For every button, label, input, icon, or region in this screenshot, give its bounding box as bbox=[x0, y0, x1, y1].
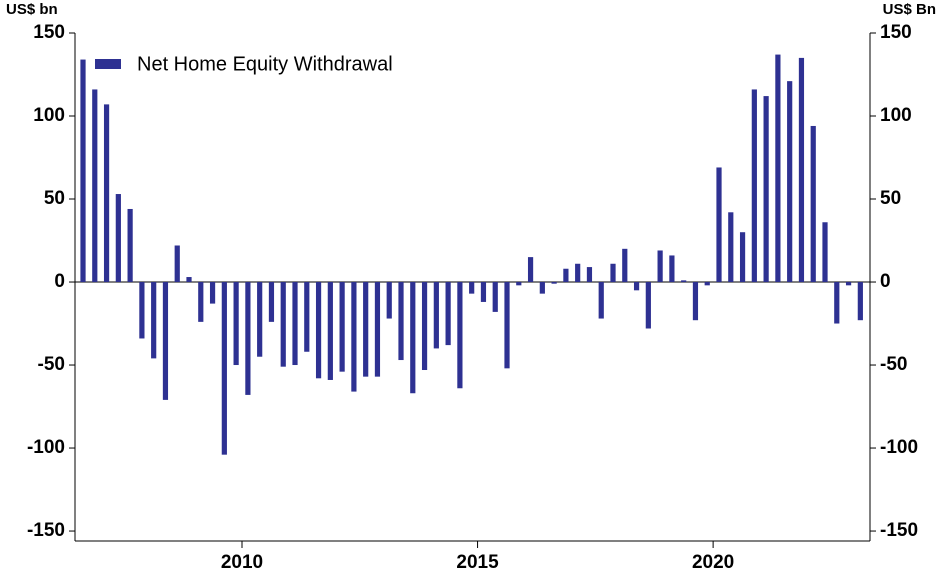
bar bbox=[551, 282, 557, 284]
bar bbox=[787, 81, 793, 283]
legend-swatch bbox=[95, 59, 121, 69]
bar bbox=[174, 245, 180, 283]
bar bbox=[292, 282, 298, 366]
bar bbox=[245, 282, 251, 395]
bar bbox=[716, 167, 722, 283]
bar bbox=[304, 282, 310, 352]
bar bbox=[209, 282, 216, 304]
bar bbox=[822, 222, 828, 283]
bar bbox=[763, 96, 769, 283]
bar bbox=[374, 282, 381, 377]
bar bbox=[669, 255, 675, 283]
bar bbox=[363, 282, 369, 377]
bar bbox=[445, 282, 451, 346]
bar bbox=[162, 282, 169, 400]
y-tick-label: 150 bbox=[33, 22, 65, 43]
y-axis-label: US$ bn bbox=[6, 1, 58, 18]
bar bbox=[221, 282, 227, 455]
bar bbox=[386, 282, 392, 319]
bar bbox=[527, 257, 534, 283]
bar bbox=[739, 232, 746, 283]
bar bbox=[704, 282, 710, 286]
bar bbox=[857, 282, 863, 321]
bar bbox=[339, 282, 345, 372]
bar bbox=[421, 282, 428, 371]
y-tick-label: 50 bbox=[44, 188, 65, 209]
bar bbox=[633, 282, 640, 291]
bar bbox=[504, 282, 510, 369]
y2-axis-label: US$ Bn bbox=[883, 1, 936, 18]
y2-tick-label: -100 bbox=[880, 437, 918, 458]
bar bbox=[80, 59, 86, 283]
bar bbox=[751, 89, 757, 283]
x-tick-label: 2020 bbox=[692, 552, 734, 573]
bar bbox=[103, 104, 110, 283]
bar bbox=[398, 282, 404, 361]
bar bbox=[139, 282, 145, 339]
legend-label: Net Home Equity Withdrawal bbox=[137, 53, 393, 75]
bar bbox=[198, 282, 204, 322]
bar bbox=[539, 282, 545, 294]
bar bbox=[480, 282, 487, 302]
bar bbox=[563, 268, 569, 283]
bar bbox=[516, 282, 522, 286]
bar bbox=[433, 282, 439, 349]
y-tick-label: -100 bbox=[27, 437, 65, 458]
y2-tick-label: 50 bbox=[880, 188, 901, 209]
bar bbox=[469, 282, 475, 294]
bar bbox=[492, 282, 498, 312]
bar bbox=[351, 282, 357, 392]
bar bbox=[186, 277, 192, 283]
bar bbox=[233, 282, 239, 366]
y2-tick-label: 100 bbox=[880, 105, 912, 126]
bar bbox=[845, 282, 852, 286]
y2-tick-label: -150 bbox=[880, 520, 918, 541]
bar bbox=[280, 282, 286, 367]
bar bbox=[92, 89, 98, 283]
y-tick-label: -50 bbox=[38, 354, 65, 375]
bar bbox=[775, 54, 781, 283]
bar bbox=[315, 282, 322, 379]
y-tick-label: 0 bbox=[54, 271, 65, 292]
bar bbox=[151, 282, 157, 359]
bar bbox=[598, 282, 604, 319]
bar bbox=[681, 280, 687, 283]
bar bbox=[575, 263, 581, 283]
x-tick-label: 2015 bbox=[456, 552, 499, 573]
y2-tick-label: -50 bbox=[880, 354, 907, 375]
bar bbox=[622, 248, 628, 283]
bar bbox=[610, 263, 616, 283]
bar bbox=[728, 212, 734, 283]
bar bbox=[410, 282, 416, 394]
bar bbox=[268, 282, 275, 322]
bar bbox=[257, 282, 263, 357]
bar bbox=[127, 208, 133, 283]
y2-tick-label: 0 bbox=[880, 271, 891, 292]
bar bbox=[645, 282, 651, 329]
x-tick-label: 2010 bbox=[221, 552, 263, 573]
bar bbox=[457, 282, 463, 389]
bar bbox=[657, 250, 663, 283]
bar bbox=[834, 282, 840, 324]
y2-tick-label: 150 bbox=[880, 22, 912, 43]
bar bbox=[115, 194, 121, 283]
y-tick-label: -150 bbox=[27, 520, 65, 541]
bar bbox=[586, 267, 593, 283]
bar bbox=[798, 57, 805, 283]
bar bbox=[692, 282, 699, 321]
y-tick-label: 100 bbox=[33, 105, 65, 126]
bar bbox=[810, 125, 816, 283]
bar bbox=[327, 282, 333, 380]
